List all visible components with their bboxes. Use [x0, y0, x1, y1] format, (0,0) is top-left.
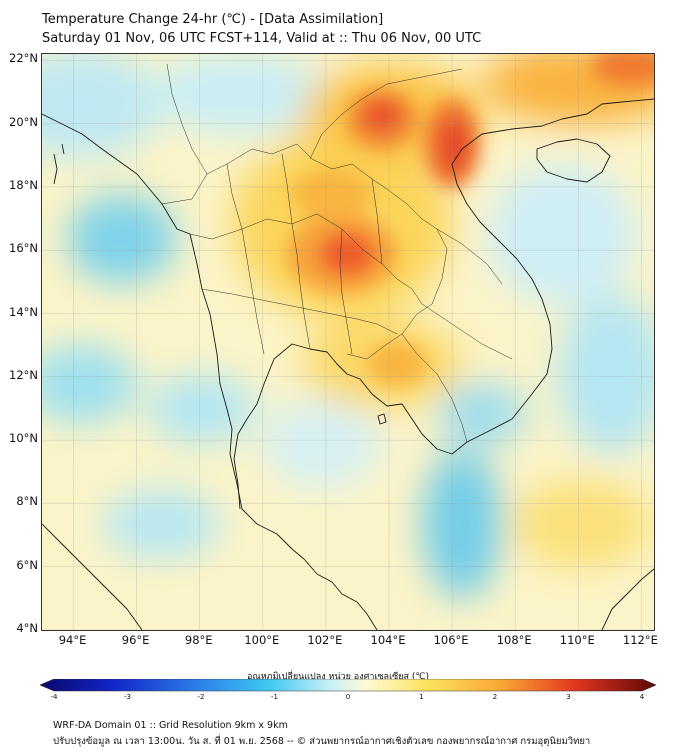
- map-title: Temperature Change 24-hr (℃) - [Data Ass…: [42, 12, 384, 27]
- sumatra-coast: [42, 523, 143, 630]
- colorbar-tick-label: 0: [345, 693, 351, 701]
- field-patches: [42, 54, 654, 599]
- gridlines: [42, 54, 654, 630]
- andaman-islands: [53, 143, 65, 185]
- map-subtitle: Saturday 01 Nov, 06 UTC FCST+114, Valid …: [42, 31, 482, 46]
- credit-line: ปรับปรุงข้อมูล ณ เวลา 13:00น. วัน ส. ที่…: [53, 736, 591, 747]
- longitude-label: 112°E: [622, 633, 658, 647]
- phu-quoc-island: [377, 413, 387, 425]
- longitude-label: 108°E: [496, 633, 532, 647]
- latitude-label: 6°N: [16, 557, 38, 572]
- colorbar-tick-label: 2: [492, 693, 498, 701]
- colorbar-tick-label: -1: [271, 693, 278, 701]
- longitude-label: 100°E: [244, 633, 280, 647]
- latitude-label: 10°N: [9, 431, 38, 446]
- longitude-label: 106°E: [433, 633, 469, 647]
- hainan-island: [536, 138, 611, 183]
- longitude-label: 110°E: [559, 633, 595, 647]
- map-canvas: [42, 54, 654, 630]
- model-info: WRF-DA Domain 01 :: Grid Resolution 9km …: [53, 720, 288, 731]
- longitude-label: 98°E: [184, 633, 213, 647]
- vietnam-coast: [451, 98, 654, 455]
- coastlines: [42, 98, 654, 630]
- longitude-label: 102°E: [307, 633, 343, 647]
- longitude-label: 94°E: [58, 633, 87, 647]
- latitude-label: 8°N: [16, 494, 38, 509]
- mainland-coast-west: [42, 113, 378, 630]
- latitude-label: 16°N: [9, 241, 38, 256]
- latitude-label: 12°N: [9, 367, 38, 382]
- colorbar-gradient: [40, 679, 656, 692]
- temperature-change-map[interactable]: [41, 53, 655, 631]
- latitude-label: 4°N: [16, 621, 38, 635]
- colorbar-tick-label: -2: [197, 693, 205, 701]
- longitude-label: 104°E: [370, 633, 406, 647]
- colorbar-tick-label: 3: [566, 693, 571, 701]
- colorbar-tick-label: 4: [639, 693, 645, 701]
- latitude-label: 14°N: [9, 304, 38, 319]
- borneo-coast: [601, 568, 654, 630]
- colorbar: [40, 679, 656, 692]
- colorbar-tick-label: 1: [419, 693, 424, 701]
- latitude-label: 18°N: [9, 177, 38, 192]
- admin-borders: [161, 63, 513, 443]
- colorbar-tick-label: -4: [50, 693, 58, 701]
- colorbar-tick-label: -3: [124, 693, 131, 701]
- gulf-of-thailand-coast: [233, 343, 453, 510]
- latitude-label: 20°N: [9, 114, 38, 129]
- colorbar-title: อุณหภูมิเปลี่ยนแปลง หน่วย องศาเซลเซียส (…: [246, 672, 430, 682]
- longitude-label: 96°E: [121, 633, 150, 647]
- latitude-label: 22°N: [9, 51, 38, 66]
